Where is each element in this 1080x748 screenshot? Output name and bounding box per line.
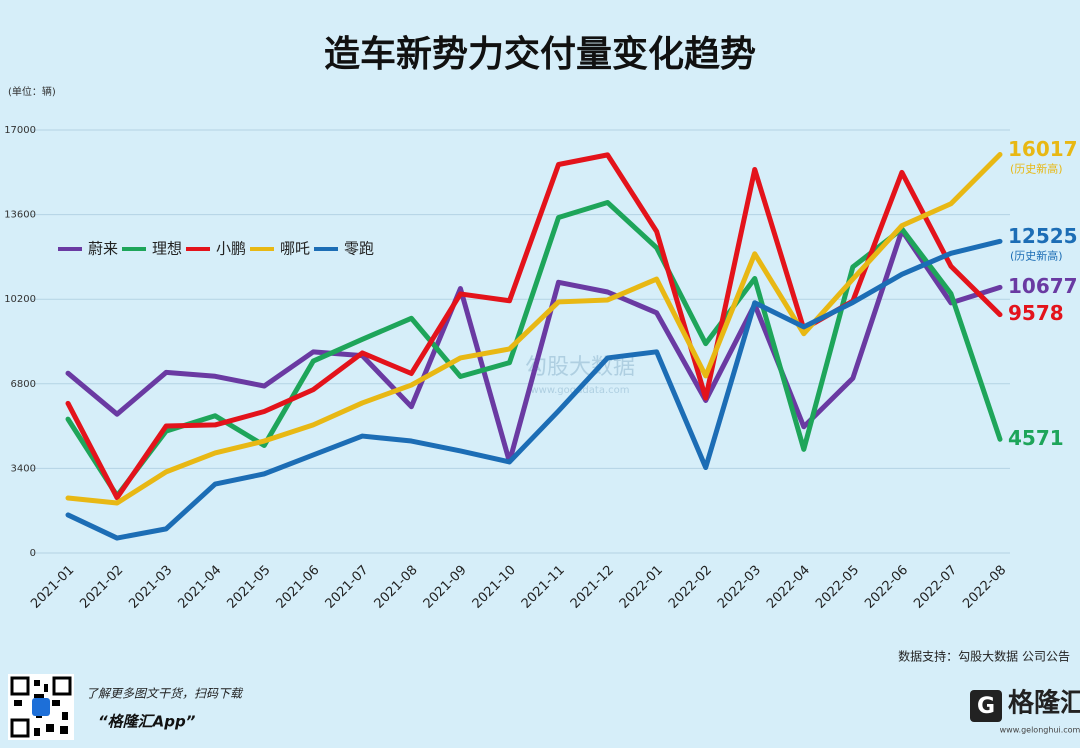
y-unit: (单位：辆) <box>8 85 56 98</box>
end-value-label: 16017 <box>1008 137 1078 161</box>
logo-text: 格隆汇 <box>1008 688 1080 719</box>
footer-promo: 了解更多图文干货，扫码下载 <box>86 687 244 701</box>
end-value-label: 12525 <box>1008 224 1078 248</box>
end-value-label: 9578 <box>1008 301 1064 325</box>
logo: G <box>970 690 1002 722</box>
legend-label: 蔚来 <box>88 240 118 258</box>
logo-url: www.gelonghui.com <box>1000 726 1080 735</box>
y-tick-label: 13600 <box>4 210 36 221</box>
end-value-note: (历史新高) <box>1010 161 1063 175</box>
chart-title: 造车新势力交付量变化趋势 <box>324 33 756 75</box>
y-tick-label: 17000 <box>4 125 36 136</box>
y-tick-label: 6800 <box>11 379 36 390</box>
end-value-label: 4571 <box>1008 426 1064 450</box>
series-line <box>65 228 1003 465</box>
y-tick-label: 0 <box>30 548 36 559</box>
qr-code <box>8 674 74 740</box>
series-line <box>65 151 1003 506</box>
legend-label: 理想 <box>152 240 182 258</box>
legend-label: 小鹏 <box>216 240 246 258</box>
series-line <box>65 238 1003 541</box>
source: 数据支持：勾股大数据 公司公告 <box>898 649 1070 664</box>
legend-label: 哪吒 <box>280 240 310 258</box>
svg-text:G: G <box>977 694 995 719</box>
end-value-note: (历史新高) <box>1010 248 1063 262</box>
footer-app: “格隆汇App” <box>98 713 196 731</box>
end-value-label: 10677 <box>1008 274 1078 298</box>
y-tick-label: 10200 <box>4 294 36 305</box>
legend-label: 零跑 <box>344 240 374 258</box>
y-tick-label: 3400 <box>11 463 36 474</box>
